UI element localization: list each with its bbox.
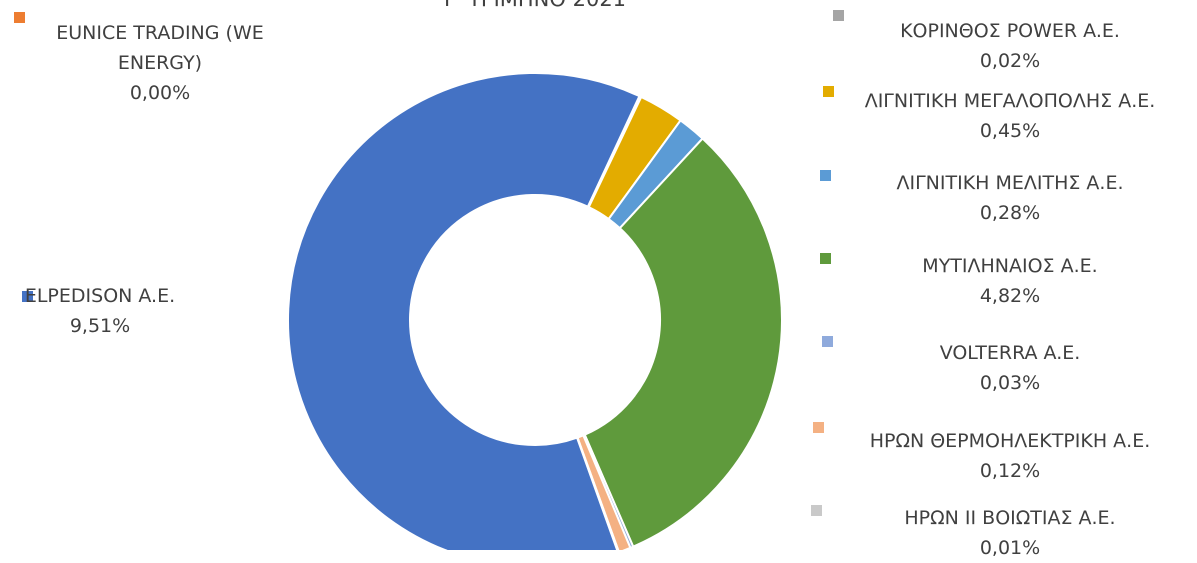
chart [287,72,783,550]
data-label: EUNICE TRADING (WE ENERGY) 0,00% [50,18,270,108]
category-label: ΗΡΩΝ ΙΙ ΒΟΙΩΤΙΑΣ Α.Ε. [904,507,1116,529]
category-label: ΗΡΩΝ ΘΕΡΜΟΗΛΕΚΤΡΙΚΗ Α.Ε. [869,430,1151,452]
category-label: ΛΙΓΝΙΤΙΚΗ ΜΕΛΙΤΗΣ Α.Ε. [896,172,1124,194]
data-label: ΚΟΡΙΝΘΟΣ POWER A.E. 0,02% [840,16,1180,76]
category-label: ΚΟΡΙΝΘΟΣ POWER A.E. [900,20,1120,42]
legend-marker [822,336,833,347]
legend-marker [820,253,831,264]
page: {"chart_data": {"type": "donut", "title"… [0,0,1180,559]
data-label: ELPEDISON A.E. 9,51% [0,281,200,341]
donut-slice [287,72,641,550]
category-label: VOLTERRA A.E. [939,342,1081,364]
legend-marker [811,505,822,516]
category-label: ΜΥΤΙΛΗΝΑΙΟΣ Α.Ε. [922,255,1098,277]
legend-marker [22,291,33,302]
data-label: ΜΥΤΙΛΗΝΑΙΟΣ Α.Ε. 4,82% [840,251,1180,311]
legend-marker [14,12,25,23]
category-label: ΛΙΓΝΙΤΙΚΗ ΜΕΓΑΛΟΠΟΛΗΣ Α.Ε. [864,90,1156,112]
category-label: EUNICE TRADING (WE ENERGY) [56,22,264,74]
legend-marker [823,86,834,97]
value-label: 4,82% [979,285,1041,307]
value-label: 0,02% [979,50,1041,72]
value-label: 9,51% [69,315,131,337]
value-label: 0,28% [979,202,1041,224]
value-label: 0,45% [979,120,1041,142]
value-label: 0,00% [129,82,191,104]
legend-marker [820,170,831,181]
legend-marker [813,422,824,433]
value-label: 0,01% [979,537,1041,559]
value-label: 0,03% [979,372,1041,394]
chart-title: Γ' ΤΡΙΜΗΝΟ 2021 [335,0,735,14]
category-label: ELPEDISON A.E. [24,285,176,307]
donut-slice [583,137,783,548]
value-label: 0,12% [979,460,1041,482]
legend-marker [833,10,844,21]
data-label: ΗΡΩΝ ΙΙ ΒΟΙΩΤΙΑΣ Α.Ε. 0,01% [840,503,1180,563]
data-label: ΛΙΓΝΙΤΙΚΗ ΜΕΛΙΤΗΣ Α.Ε. 0,28% [840,168,1180,228]
data-label: ΗΡΩΝ ΘΕΡΜΟΗΛΕΚΤΡΙΚΗ Α.Ε. 0,12% [840,426,1180,486]
data-label: VOLTERRA A.E. 0,03% [840,338,1180,398]
data-label: ΛΙΓΝΙΤΙΚΗ ΜΕΓΑΛΟΠΟΛΗΣ Α.Ε. 0,45% [840,86,1180,146]
